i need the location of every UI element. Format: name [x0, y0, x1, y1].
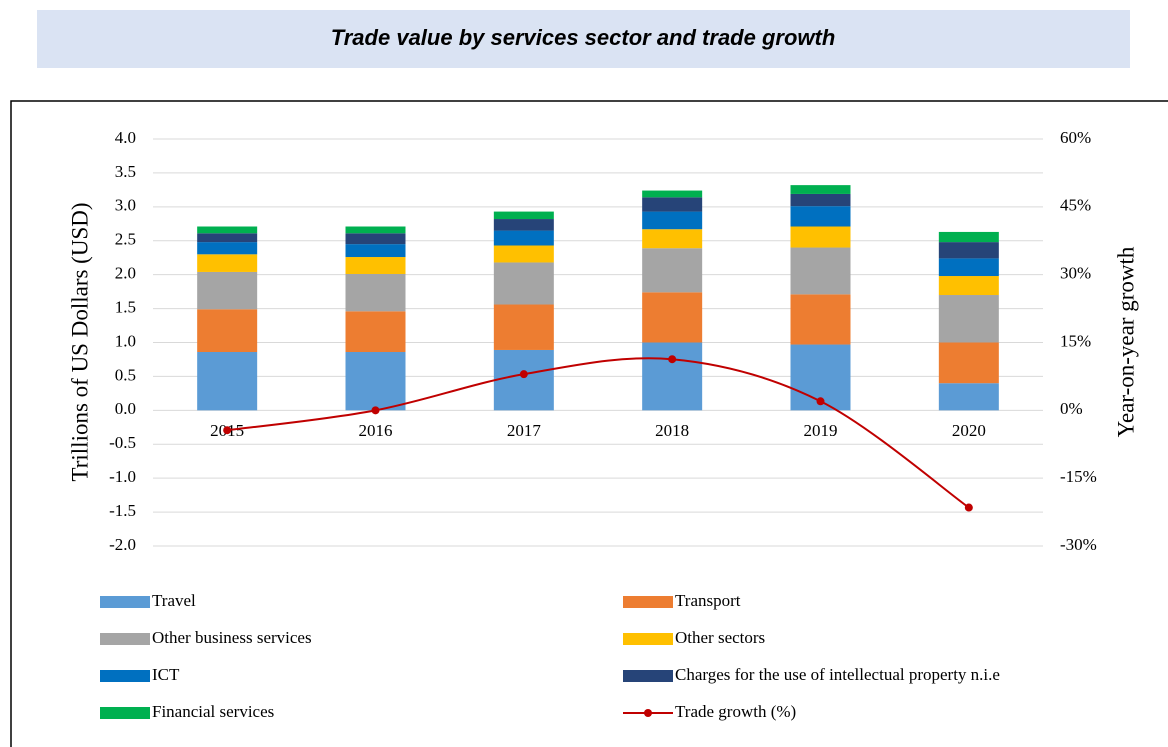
bar-segment	[493, 304, 554, 350]
bar-segment	[642, 248, 703, 293]
y-tick-label: 2.0	[115, 264, 136, 283]
y2-tick-label: -15%	[1060, 467, 1097, 486]
legend-label: Transport	[675, 591, 741, 610]
legend-label: Financial services	[152, 702, 274, 721]
y-tick-label: 2.5	[115, 230, 136, 249]
bar-segment	[493, 211, 554, 220]
bar-segment	[197, 254, 258, 272]
y-tick-label: -1.5	[109, 501, 136, 520]
bar-segment	[790, 226, 851, 248]
bar-segment	[197, 226, 258, 234]
bar-segment	[642, 229, 703, 249]
x-tick-label: 2018	[655, 421, 689, 440]
y2-tick-label: 60%	[1060, 128, 1091, 147]
bar-segment	[938, 242, 999, 259]
bar-segment	[938, 276, 999, 296]
bar-segment	[938, 231, 999, 243]
bar-segment	[345, 351, 406, 411]
bar-segment	[493, 219, 554, 231]
legend-swatch	[100, 707, 150, 719]
legend-swatch-point	[644, 709, 652, 717]
y2-tick-label: 45%	[1060, 196, 1091, 215]
legend-swatch	[623, 670, 673, 682]
y-axis-label: Trillions of US Dollars (USD)	[67, 202, 92, 481]
y2-tick-label: 15%	[1060, 331, 1091, 350]
bar-segment	[790, 247, 851, 295]
bar-segment	[642, 190, 703, 198]
y-tick-label: 4.0	[115, 128, 136, 147]
x-tick-label: 2016	[359, 421, 393, 440]
bar-segment	[197, 309, 258, 352]
legend-label: Other business services	[152, 628, 312, 647]
y-tick-label: 3.5	[115, 162, 136, 181]
chart-frame	[10, 100, 1168, 747]
bar-segment	[642, 342, 703, 411]
title-band	[37, 10, 1130, 68]
bar-segment	[345, 226, 406, 234]
legend-swatch	[100, 670, 150, 682]
y-tick-label: 0.5	[115, 365, 136, 384]
bar-segment	[493, 349, 554, 411]
bar-segment	[197, 351, 258, 411]
y-tick-label: -0.5	[109, 433, 136, 452]
y2-tick-label: 0%	[1060, 399, 1083, 418]
legend-swatch	[623, 596, 673, 608]
legend-label: Trade growth (%)	[675, 702, 796, 721]
bar-segment	[493, 262, 554, 305]
legend-label: Travel	[152, 591, 196, 610]
bar-segment	[493, 230, 554, 246]
legend-label: Other sectors	[675, 628, 765, 647]
line-point	[519, 370, 528, 379]
y2-tick-label: -30%	[1060, 535, 1097, 554]
bar-segment	[790, 206, 851, 227]
bar-segment	[197, 242, 258, 255]
line-point	[964, 503, 973, 512]
y-tick-label: 0.0	[115, 399, 136, 418]
legend-swatch	[100, 633, 150, 645]
bar-segment	[345, 244, 406, 258]
bar-segment	[938, 258, 999, 277]
bar-segment	[345, 273, 406, 312]
bar-segment	[642, 292, 703, 343]
bar-segment	[642, 211, 703, 230]
legend-swatch	[100, 596, 150, 608]
line-point	[668, 355, 677, 364]
bar-segment	[642, 197, 703, 212]
bar-segment	[790, 294, 851, 345]
bar-segment	[197, 233, 258, 243]
bar-segment	[938, 342, 999, 384]
x-tick-label: 2019	[804, 421, 838, 440]
bar-segment	[345, 257, 406, 274]
y-tick-label: -2.0	[109, 535, 136, 554]
y2-axis-label: Year-on-year growth	[1113, 246, 1138, 437]
bar-segment	[790, 193, 851, 207]
line-point	[371, 406, 380, 415]
legend-label: Charges for the use of intellectual prop…	[675, 665, 1000, 684]
legend-label: ICT	[152, 665, 180, 684]
line	[227, 357, 970, 509]
y-tick-label: 3.0	[115, 196, 136, 215]
bar-segment	[345, 311, 406, 352]
bar-segment	[938, 295, 999, 343]
chart-title: Trade value by services sector and trade…	[331, 25, 836, 50]
x-tick-label: 2020	[952, 421, 986, 440]
bar-segment	[493, 245, 554, 263]
x-tick-label: 2017	[507, 421, 542, 440]
bar-segment	[938, 383, 999, 411]
line-point	[816, 397, 825, 406]
y-tick-label: 1.5	[115, 297, 136, 316]
y-tick-label: 1.0	[115, 331, 136, 350]
y2-tick-label: 30%	[1060, 264, 1091, 283]
y-tick-label: -1.0	[109, 467, 136, 486]
bar-segment	[790, 185, 851, 194]
line-point	[223, 426, 232, 435]
bar-segment	[197, 271, 258, 310]
bar-segment	[345, 233, 406, 245]
legend-swatch	[623, 633, 673, 645]
